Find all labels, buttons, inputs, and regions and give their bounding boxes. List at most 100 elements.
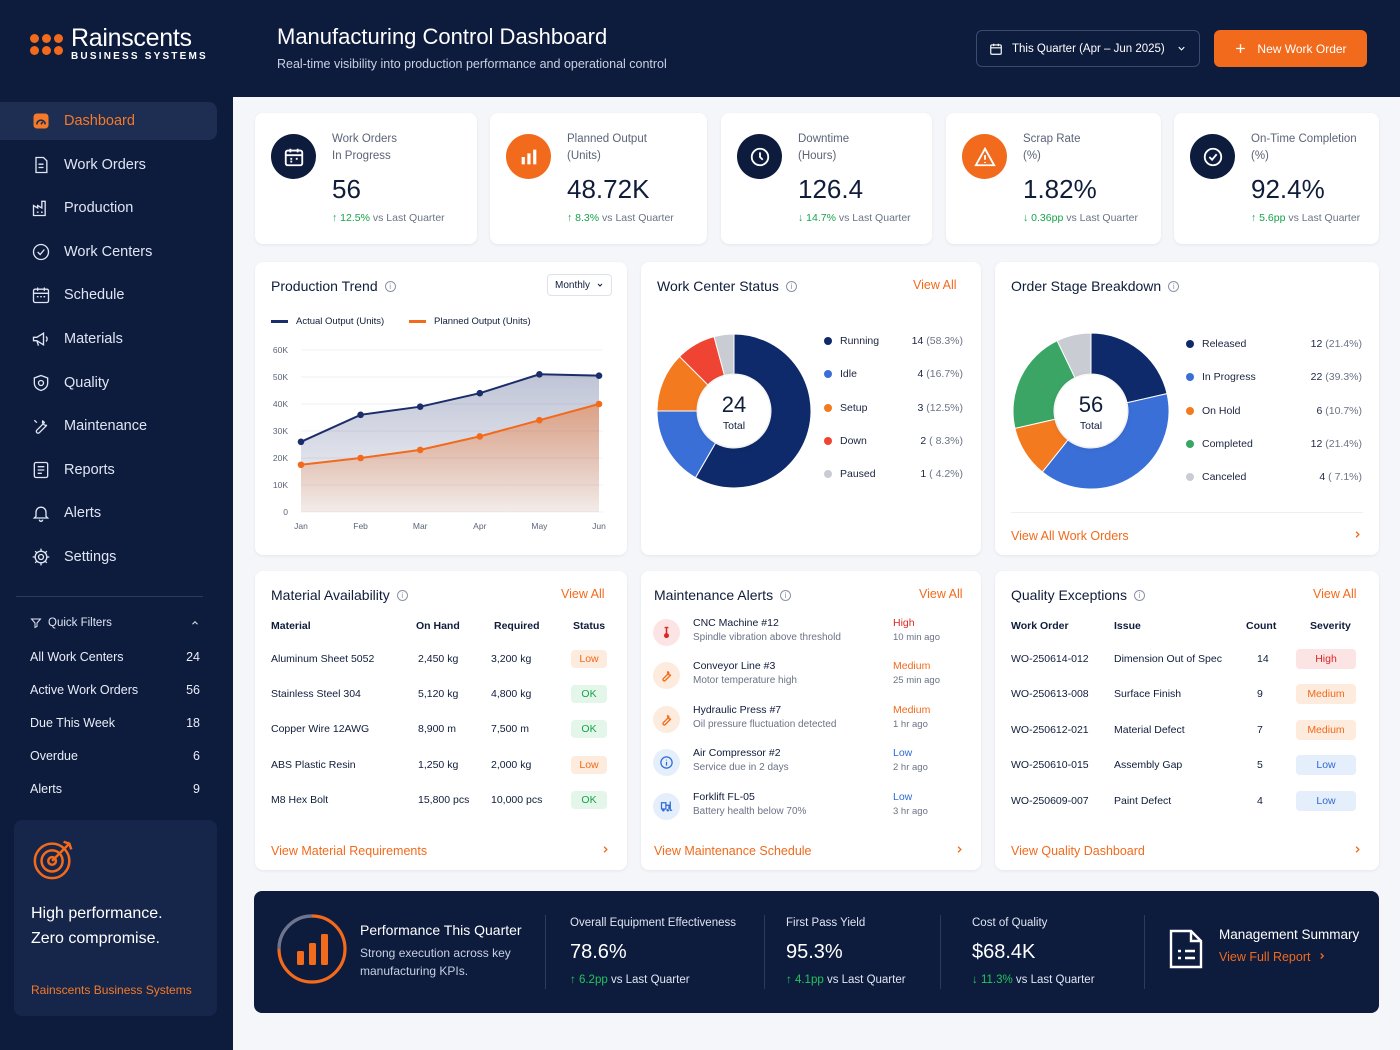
- quick-filter-item[interactable]: Due This Week 18: [30, 706, 200, 739]
- nav-item-alerts[interactable]: Alerts: [0, 494, 217, 532]
- table-row[interactable]: WO-250614-012 Dimension Out of Spec 14 High: [1011, 641, 1363, 676]
- nav-item-settings[interactable]: Settings: [0, 538, 217, 576]
- view-material-requirements-link[interactable]: View Material Requirements: [271, 844, 611, 858]
- kpi-card[interactable]: On-Time Completion (%) 92.4% ↑ 5.6pp vs Las…: [1174, 113, 1379, 244]
- info-icon[interactable]: i: [780, 589, 792, 601]
- table-row[interactable]: Aluminum Sheet 5052 2,450 kg 3,200 kg Low: [271, 641, 611, 676]
- maintenance-alert-item[interactable]: Forklift FL-05 Battery health below 70% Lo…: [653, 789, 969, 833]
- actual-point[interactable]: [416, 403, 424, 410]
- materials-view-all-link[interactable]: View All: [561, 587, 605, 601]
- legend-item[interactable]: On Hold 6 (10.7%): [1186, 405, 1362, 417]
- brand-logo[interactable]: Rainscents BUSINESS SYSTEMS: [30, 26, 208, 62]
- legend-item[interactable]: Setup 3 (12.5%): [824, 402, 963, 414]
- nav-item-materials[interactable]: Materials: [0, 320, 217, 358]
- actual-point[interactable]: [297, 438, 305, 446]
- legend-item[interactable]: Canceled 4 ( 7.1%): [1186, 471, 1362, 483]
- actual-point[interactable]: [476, 389, 484, 397]
- column-header[interactable]: Count: [1246, 620, 1277, 632]
- legend-item[interactable]: Down 2 ( 8.3%): [824, 435, 963, 447]
- table-row[interactable]: WO-250612-021 Material Defect 7 Medium: [1011, 712, 1363, 747]
- nav-item-quality[interactable]: Quality: [0, 364, 217, 402]
- nav-item-production[interactable]: Production: [0, 189, 217, 227]
- work-center-view-all-link[interactable]: View All: [913, 278, 957, 292]
- kpi-card[interactable]: Downtime (Hours) 126.4 ↓ 14.7% vs Last Quar…: [721, 113, 932, 244]
- work-order-id[interactable]: WO-250610-015: [1011, 759, 1089, 772]
- quick-filter-item[interactable]: All Work Centers 24: [30, 640, 200, 673]
- chevron-down-icon: [1178, 46, 1185, 51]
- maintenance-view-all-link[interactable]: View All: [919, 587, 963, 601]
- planned-point[interactable]: [357, 454, 364, 462]
- actual-point[interactable]: [357, 411, 364, 419]
- work-order-id[interactable]: WO-250614-012: [1011, 652, 1089, 665]
- planned-point[interactable]: [416, 446, 424, 454]
- work-order-id[interactable]: WO-250613-008: [1011, 688, 1089, 701]
- quick-filter-item[interactable]: Active Work Orders 56: [30, 673, 200, 706]
- legend-item[interactable]: Paused 1 ( 4.2%): [824, 468, 963, 480]
- table-row[interactable]: ABS Plastic Resin 1,250 kg 2,000 kg Low: [271, 747, 611, 782]
- work-order-id[interactable]: WO-250612-021: [1011, 723, 1089, 736]
- table-row[interactable]: Stainless Steel 304 5,120 kg 4,800 kg OK: [271, 676, 611, 711]
- nav-item-maintenance[interactable]: Maintenance: [0, 407, 217, 445]
- legend-item[interactable]: In Progress 22 (39.3%): [1186, 371, 1362, 383]
- nav-item-work-orders[interactable]: Work Orders: [0, 146, 217, 184]
- quick-filters-toggle[interactable]: Quick Filters: [30, 612, 200, 634]
- donut-slice-released[interactable]: [1090, 332, 1168, 404]
- info-icon[interactable]: i: [1133, 589, 1145, 601]
- maintenance-alert-item[interactable]: Air Compressor #2 Service due in 2 days Lo…: [653, 745, 969, 789]
- legend-item[interactable]: Idle 4 (16.7%): [824, 368, 963, 380]
- planned-point[interactable]: [476, 433, 484, 440]
- column-header[interactable]: Status: [573, 620, 606, 632]
- column-header[interactable]: Material: [271, 620, 311, 632]
- table-row[interactable]: WO-250613-008 Surface Finish 9 Medium: [1011, 677, 1363, 712]
- kpi-card[interactable]: Planned Output (Units) 48.72K ↑ 8.3% vs Las…: [490, 113, 707, 244]
- info-icon[interactable]: i: [1168, 280, 1180, 292]
- legend-item[interactable]: Running 14 (58.3%): [824, 335, 963, 347]
- maintenance-alert-item[interactable]: Hydraulic Press #7 Oil pressure fluctuati…: [653, 702, 969, 746]
- view-all-work-orders-link[interactable]: View All Work Orders: [1011, 529, 1363, 543]
- view-maintenance-schedule-link[interactable]: View Maintenance Schedule: [654, 844, 965, 858]
- management-summary[interactable]: Management Summary View Full Report: [1167, 927, 1359, 971]
- period-select[interactable]: Monthly: [547, 274, 612, 296]
- view-full-report-link[interactable]: View Full Report: [1219, 950, 1359, 964]
- nav-item-reports[interactable]: Reports: [0, 451, 217, 489]
- planned-point[interactable]: [595, 400, 603, 408]
- table-row[interactable]: M8 Hex Bolt 15,800 pcs 10,000 pcs OK: [271, 783, 611, 818]
- donut-slice-canceled[interactable]: [1056, 332, 1092, 379]
- kpi-card[interactable]: Work Orders In Progress 56 ↑ 12.5% vs Last …: [255, 113, 477, 244]
- column-header[interactable]: On Hand: [416, 620, 460, 632]
- column-header[interactable]: Required: [494, 620, 540, 632]
- date-range-select[interactable]: This Quarter (Apr – Jun 2025): [976, 30, 1200, 67]
- maintenance-alert-item[interactable]: CNC Machine #12 Spindle vibration above t…: [653, 615, 969, 659]
- quality-view-all-link[interactable]: View All: [1313, 587, 1357, 601]
- table-row[interactable]: WO-250609-007 Paint Defect 4 Low: [1011, 783, 1363, 818]
- kpi-card[interactable]: Scrap Rate (%) 1.82% ↓ 0.36pp vs Last Quart…: [946, 113, 1161, 244]
- donut-slice-running[interactable]: [694, 333, 812, 489]
- table-row[interactable]: Copper Wire 12AWG 8,900 m 7,500 m OK: [271, 712, 611, 747]
- info-icon[interactable]: i: [785, 280, 797, 292]
- quick-filter-item[interactable]: Overdue 6: [30, 739, 200, 772]
- nav-item-dashboard[interactable]: Dashboard: [0, 102, 217, 140]
- actual-point[interactable]: [595, 372, 603, 379]
- info-icon[interactable]: i: [396, 589, 408, 601]
- donut-slice-in-progress[interactable]: [1041, 393, 1170, 490]
- planned-point[interactable]: [297, 461, 305, 469]
- new-work-order-button[interactable]: New Work Order: [1214, 30, 1367, 67]
- quick-filter-item[interactable]: Alerts 9: [30, 772, 200, 805]
- donut-slice-paused[interactable]: [713, 333, 735, 376]
- legend-item[interactable]: Completed 12 (21.4%): [1186, 438, 1362, 450]
- promo-brand[interactable]: Rainscents Business Systems: [31, 983, 192, 997]
- work-order-id[interactable]: WO-250609-007: [1011, 794, 1089, 807]
- actual-point[interactable]: [536, 371, 543, 378]
- maintenance-alert-item[interactable]: Conveyor Line #3 Motor temperature high Me…: [653, 658, 969, 702]
- nav-item-work-centers[interactable]: Work Centers: [0, 233, 217, 271]
- table-row[interactable]: WO-250610-015 Assembly Gap 5 Low: [1011, 748, 1363, 783]
- view-quality-dashboard-link[interactable]: View Quality Dashboard: [1011, 844, 1363, 858]
- donut-slice-completed[interactable]: [1012, 340, 1076, 429]
- nav-item-schedule[interactable]: Schedule: [0, 276, 217, 314]
- column-header[interactable]: Severity: [1310, 620, 1351, 632]
- column-header[interactable]: Issue: [1114, 620, 1141, 632]
- legend-item[interactable]: Released 12 (21.4%): [1186, 338, 1362, 350]
- planned-point[interactable]: [536, 416, 543, 424]
- column-header[interactable]: Work Order: [1011, 620, 1069, 632]
- info-icon[interactable]: i: [384, 280, 396, 292]
